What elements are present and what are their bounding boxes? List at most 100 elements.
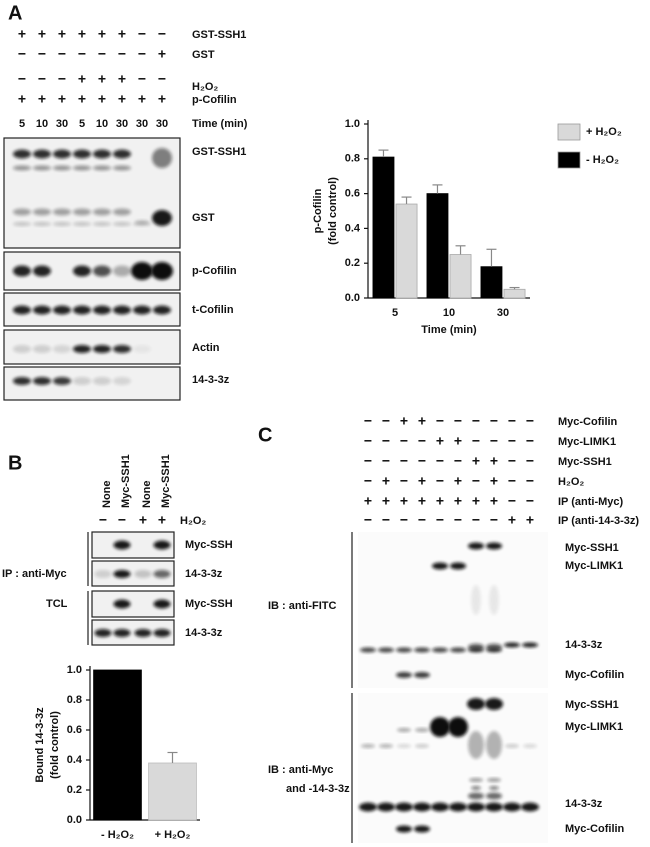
sign: − xyxy=(418,512,426,528)
side-label: IB : anti-Myc xyxy=(268,764,333,776)
sign: − xyxy=(138,71,146,87)
sign: + xyxy=(490,453,498,469)
blot xyxy=(358,693,548,843)
band xyxy=(113,265,131,277)
x-axis-label: Time (min) xyxy=(421,324,477,336)
band xyxy=(73,377,91,385)
band xyxy=(135,220,149,224)
sign: − xyxy=(436,473,444,489)
band xyxy=(53,305,71,315)
sign: − xyxy=(18,46,26,62)
band xyxy=(489,786,499,790)
y-axis-label: (fold control) xyxy=(327,177,339,245)
band xyxy=(134,570,152,578)
band xyxy=(522,642,538,648)
band xyxy=(153,540,171,550)
side-label: IB : anti-FITC xyxy=(268,600,336,612)
sign: − xyxy=(118,46,126,62)
band xyxy=(113,570,131,578)
sign: − xyxy=(38,71,46,87)
band xyxy=(13,265,31,277)
sign: + xyxy=(364,493,372,509)
blot-label: 14-3-3z xyxy=(565,639,603,651)
band xyxy=(13,377,31,385)
band xyxy=(361,744,375,748)
bar xyxy=(503,288,526,299)
sign: − xyxy=(400,473,408,489)
band xyxy=(468,792,484,800)
sign: − xyxy=(138,46,146,62)
blot-label: p-Cofilin xyxy=(192,265,237,277)
sign: − xyxy=(526,413,534,429)
blot-label: GST-SSH1 xyxy=(192,146,246,158)
row-label: Myc-Cofilin xyxy=(558,416,618,428)
band xyxy=(395,802,413,812)
band xyxy=(486,647,502,653)
sign: − xyxy=(364,433,372,449)
band xyxy=(53,345,71,353)
sign: − xyxy=(158,71,166,87)
y-tick-label: 0.2 xyxy=(67,784,82,796)
band xyxy=(53,149,71,159)
sign: + xyxy=(18,26,26,42)
blot-label: t-Cofilin xyxy=(192,304,234,316)
blot-label: Myc-LIMK1 xyxy=(565,560,623,572)
band xyxy=(33,305,51,315)
band xyxy=(113,540,131,550)
blot-label: 14-3-3z xyxy=(185,627,223,639)
sign: − xyxy=(508,493,516,509)
sign: + xyxy=(418,493,426,509)
sign: + xyxy=(382,473,390,489)
band xyxy=(487,778,501,782)
band xyxy=(153,629,171,637)
band xyxy=(469,778,483,782)
band xyxy=(93,305,111,315)
sign: − xyxy=(400,453,408,469)
sign: − xyxy=(58,71,66,87)
band xyxy=(53,165,71,171)
band xyxy=(93,345,111,353)
band xyxy=(450,562,466,570)
band xyxy=(13,305,31,315)
band xyxy=(33,377,51,385)
sign: − xyxy=(508,433,516,449)
sign: − xyxy=(382,413,390,429)
band xyxy=(468,647,484,653)
band xyxy=(73,222,91,226)
y-axis-label: (fold control) xyxy=(49,711,61,779)
band xyxy=(504,642,520,648)
sign: − xyxy=(382,433,390,449)
y-tick-label: 0.2 xyxy=(345,257,360,269)
band xyxy=(53,208,71,216)
sign: + xyxy=(98,26,106,42)
y-tick-label: 0.0 xyxy=(67,814,82,826)
sign: − xyxy=(78,46,86,62)
band xyxy=(468,542,484,550)
sign: + xyxy=(158,46,166,62)
y-tick-label: 0.4 xyxy=(345,222,361,234)
sign: + xyxy=(418,473,426,489)
band xyxy=(113,599,131,609)
band xyxy=(33,265,51,277)
band xyxy=(53,222,71,226)
legend-label: + H₂O₂ xyxy=(586,126,622,138)
y-axis-label: p-Cofilin xyxy=(312,188,324,233)
band xyxy=(93,222,111,226)
band xyxy=(449,802,467,812)
group-label: IP : anti-Myc xyxy=(2,568,67,580)
y-tick-label: 1.0 xyxy=(67,664,82,676)
band xyxy=(379,744,393,748)
blot-label: Actin xyxy=(192,342,220,354)
band xyxy=(521,802,539,812)
sign: − xyxy=(436,453,444,469)
band xyxy=(414,672,430,678)
band xyxy=(73,265,91,277)
band xyxy=(396,672,412,678)
sign: + xyxy=(78,91,86,107)
band xyxy=(397,744,411,748)
row-label: H₂O₂ xyxy=(180,515,206,527)
band xyxy=(93,208,111,216)
blot xyxy=(3,329,181,365)
band xyxy=(93,265,111,277)
band xyxy=(378,647,394,653)
